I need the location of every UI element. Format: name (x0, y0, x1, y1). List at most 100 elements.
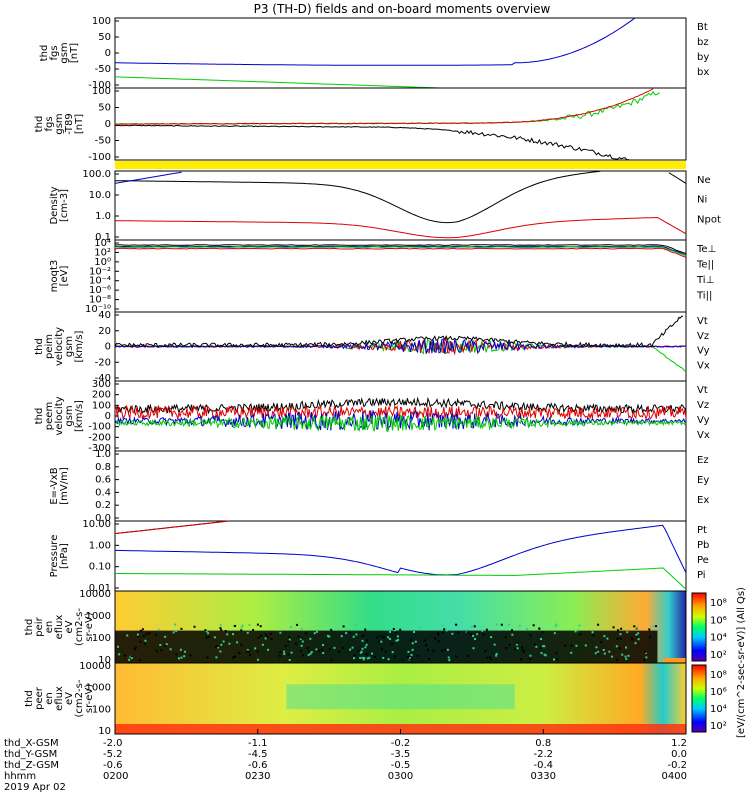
spectrogram-pixel (389, 630, 392, 633)
spectrogram-pixel (259, 625, 262, 628)
spectrogram-pixel (579, 633, 582, 636)
spectrogram-pixel (635, 633, 638, 636)
dif-bt (114, 124, 630, 161)
y-axis-label: [mV/m] (59, 467, 70, 505)
spectrogram-pixel (216, 646, 219, 649)
x-tick-label: -0.5 (391, 760, 411, 771)
pe-trace (115, 567, 687, 590)
spectrogram-pixel (441, 624, 444, 627)
spectrogram-pixel (446, 648, 449, 651)
npot-trace (114, 171, 182, 184)
spectrogram-pixel (354, 623, 357, 626)
legend-Vx: Vx (697, 360, 710, 371)
spectrogram-pixel (130, 655, 133, 658)
spectrogram-pixel (394, 629, 397, 632)
spectrogram-pixel (434, 637, 437, 640)
spectrogram-pixel (500, 623, 503, 626)
spectrogram-pixel (322, 652, 325, 655)
spectrogram-pixel (126, 634, 129, 637)
y-axis-label: gsm (64, 405, 75, 426)
y-tick-label: 100 (92, 704, 111, 715)
y-tick-label: 10 (98, 726, 111, 737)
spectrogram-pixel (219, 627, 222, 630)
spectrogram-pixel (216, 645, 219, 648)
spectrogram-pixel (574, 630, 577, 633)
spectrogram-pixel (532, 624, 535, 627)
y-tick-label: -300 (88, 443, 111, 454)
legend-Ex: Ex (697, 495, 709, 506)
spectrogram-pixel (448, 659, 451, 662)
spectrogram-pixel (360, 650, 363, 653)
spectrogram-pixel (357, 650, 360, 653)
y-axis-label: thd (34, 338, 45, 355)
spectrogram-pixel (634, 642, 637, 645)
spectrogram-pixel (164, 635, 167, 638)
spectrogram-pixel (118, 653, 121, 656)
y-tick-label: 0.4 (95, 487, 111, 498)
spectrogram-pixel (553, 632, 556, 635)
spectrogram-pixel (393, 655, 396, 658)
tiperp-trace (114, 245, 687, 256)
spectrogram-pixel (533, 643, 536, 646)
y-tick-label: 10.0 (89, 190, 111, 201)
colorbar-1: 10⁸ 10⁶ 10⁴ 10² (691, 664, 727, 733)
spectrogram-pixel (321, 648, 324, 651)
spectrogram-pixel (603, 652, 606, 655)
spectrogram-pixel (603, 635, 606, 638)
spectrogram-pixel (466, 631, 469, 634)
spectrogram-pixel (139, 640, 142, 643)
x-row-label: 2019 Apr 02 (4, 782, 66, 793)
spectrogram-pixel (355, 633, 358, 636)
spectrogram-pixel (455, 655, 458, 658)
x-tick-label: 0300 (388, 771, 413, 782)
spectrogram-pixel (236, 641, 239, 644)
spectrogram-pixel (597, 650, 600, 653)
spectrogram-pixel (315, 648, 318, 651)
colorbar-label: [eV/(cm^2-sec-sr-eV)] (All Qs) (736, 587, 747, 738)
spectrogram-pixel (440, 649, 443, 652)
legend-Vz: Vz (697, 400, 709, 411)
spectrogram-pixel (361, 647, 364, 650)
spectrogram-pixel (592, 634, 595, 637)
spectrogram-pixel (616, 629, 619, 632)
y-axis-label: eV (64, 692, 75, 705)
y-tick-label: -100 (88, 422, 111, 433)
y-axis-label: peim (44, 334, 55, 359)
y-tick-label: 10 (98, 655, 111, 666)
spectrogram-pixel (226, 633, 229, 636)
spectrogram-pixel (270, 638, 273, 641)
spectrogram-pixel (437, 633, 440, 636)
spectrogram-pixel (134, 646, 137, 649)
spectrogram-pixel (351, 646, 354, 649)
spectrogram-pixel (301, 640, 304, 643)
spectrogram-pixel (288, 659, 291, 662)
legend-Pe: Pe (697, 555, 709, 566)
spectrogram-pixel (283, 650, 286, 653)
colorbar-tick-label: 10⁶ (710, 615, 727, 626)
spectrogram-pixel (144, 642, 147, 645)
spectrogram-pixel (481, 629, 484, 632)
spectrogram-pixel (508, 623, 511, 626)
y-axis-label: gsm (54, 113, 65, 134)
spectrogram-pixel (316, 630, 319, 633)
y-axis-label: eV (64, 620, 75, 633)
panel-frame (114, 520, 687, 592)
spectrogram-pixel (633, 625, 636, 628)
spectrogram-pixel (297, 635, 300, 638)
spectrogram-pixel (616, 658, 619, 661)
y-tick-label: -200 (88, 432, 111, 443)
spectrogram-pixel (387, 658, 390, 661)
spectrogram-band (663, 658, 686, 663)
spectrogram-pixel (364, 628, 367, 631)
spectrogram-pixel (238, 651, 241, 654)
spectrogram-pixel (397, 638, 400, 641)
spectrogram-pixel (520, 658, 523, 661)
colorbar-gradient (691, 664, 707, 733)
spectrogram-pixel (504, 636, 507, 639)
y-tick-label: 0 (105, 411, 111, 422)
spectrogram-pixel (342, 625, 345, 628)
spectrogram-pixel (384, 650, 387, 653)
spectrogram-band (286, 684, 515, 710)
spectrogram-pixel (157, 628, 160, 631)
